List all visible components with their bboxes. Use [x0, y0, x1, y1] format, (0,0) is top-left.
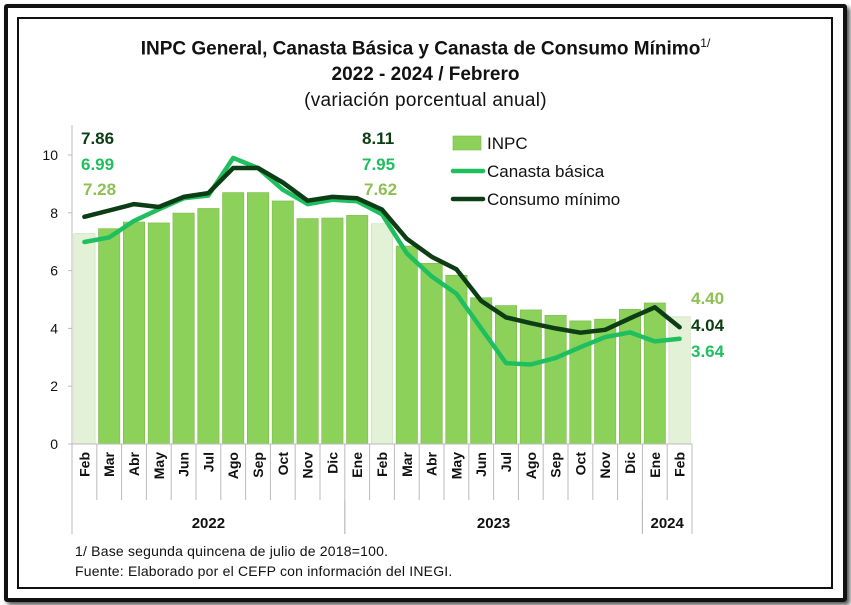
- chart-subtitle-period: 2022 - 2024 / Febrero: [331, 64, 520, 85]
- x-tick-label: Dic: [324, 452, 340, 474]
- x-tick-label: Nov: [300, 452, 316, 479]
- series-lines: [82, 155, 682, 367]
- inpc-bar: [247, 192, 269, 445]
- footnote-source: Fuente: Elaborado por el CEFP con inform…: [75, 563, 453, 579]
- x-tick-label: Dic: [622, 452, 638, 474]
- data-label: 7.95: [362, 155, 395, 174]
- chart-subtitle-units: (variación porcentual anual): [304, 90, 547, 111]
- inpc-bar: [544, 315, 567, 445]
- legend-label: Canasta básica: [487, 162, 605, 181]
- year-label: 2024: [651, 515, 685, 532]
- inpc-bar: [147, 222, 170, 445]
- x-tick-label: Sep: [548, 452, 564, 478]
- x-tick-label: Feb: [374, 452, 390, 477]
- axes: 0 2 4 6 8 10 Feb Mar Abr May Jun Jul Ago Sep Oct Nov Dic…: [42, 125, 693, 534]
- x-tick-label: Ago: [225, 452, 241, 479]
- inpc-bar: [172, 212, 195, 445]
- x-tick-label: Jul: [498, 452, 514, 472]
- year-label: 2023: [477, 515, 510, 532]
- inpc-bar: [643, 302, 666, 445]
- x-tick-label: Oct: [275, 452, 291, 476]
- x-tick-label: Feb: [76, 452, 92, 477]
- inpc-bar: [519, 309, 542, 445]
- x-tick-label: Abr: [424, 451, 440, 476]
- inpc-bar: [395, 245, 418, 445]
- x-tick-label: Ene: [349, 452, 365, 478]
- x-tick-label: Jul: [200, 452, 216, 472]
- y-tick-label: 0: [50, 436, 58, 452]
- y-tick-label: 10: [42, 147, 58, 163]
- x-tick-label: Mar: [101, 451, 117, 476]
- inpc-bar: [321, 217, 344, 445]
- data-label: 4.40: [691, 289, 724, 308]
- year-label: 2022: [192, 515, 225, 532]
- y-tick-label: 2: [50, 378, 58, 394]
- legend-label: Consumo mínimo: [487, 190, 620, 209]
- legend-swatch-inpc: [452, 135, 482, 151]
- data-label: 7.86: [81, 129, 114, 148]
- x-tick-label: Feb: [672, 452, 688, 477]
- data-label: 6.99: [81, 155, 114, 174]
- inpc-bar: [346, 215, 369, 445]
- x-tick-label: Ene: [647, 452, 663, 478]
- data-label: 4.04: [691, 316, 725, 335]
- y-tick-label: 4: [50, 320, 58, 336]
- x-tick-label: Nov: [597, 452, 613, 479]
- inpc-bar: [296, 218, 319, 445]
- inpc-bar: [222, 192, 245, 445]
- inpc-bar: [197, 208, 220, 445]
- x-tick-label: Mar: [399, 451, 415, 476]
- data-label: 3.64: [691, 342, 725, 361]
- data-label: 8.11: [362, 129, 394, 148]
- data-labels: 7.86 6.99 7.28 8.11 7.95 7.62 4.40 4.04 3.64: [81, 129, 725, 361]
- x-tick-label: Sep: [250, 452, 266, 478]
- x-tick-label: Ago: [523, 452, 539, 479]
- inpc-bar: [420, 263, 443, 445]
- x-tick-label: May: [151, 452, 167, 479]
- inpc-bar: [123, 221, 145, 445]
- y-tick-label: 8: [50, 205, 58, 221]
- x-tick-label: May: [448, 452, 464, 479]
- y-tick-label: 6: [50, 263, 58, 279]
- inpc-bar: [98, 228, 121, 445]
- outer-frame: [4, 4, 847, 602]
- x-tick-label: Jun: [473, 452, 489, 477]
- chart-title: INPC General, Canasta Básica y Canasta d…: [0, 36, 851, 60]
- footnote-base: 1/ Base segunda quincena de julio de 201…: [75, 543, 389, 559]
- inpc-bar: [668, 316, 691, 445]
- inpc-bars: [73, 192, 691, 445]
- legend: INPC Canasta básica Consumo mínimo: [450, 134, 620, 209]
- inpc-bar: [495, 305, 517, 445]
- data-label: 7.28: [83, 180, 116, 199]
- legend-label: INPC: [487, 134, 528, 153]
- data-label: 7.62: [364, 180, 397, 199]
- chart-title-text: INPC General, Canasta Básica y Canasta d…: [140, 38, 701, 60]
- consumo-minimo-line: [82, 165, 682, 335]
- inner-frame: [17, 17, 833, 589]
- x-tick-label: Jun: [176, 452, 192, 477]
- inpc-bar: [73, 233, 96, 445]
- inpc-bar: [619, 309, 641, 445]
- x-tick-label: Oct: [572, 452, 588, 476]
- inpc-bar: [271, 200, 294, 445]
- inpc-bar: [371, 223, 393, 445]
- inpc-bar: [569, 320, 592, 445]
- chart-title-footnote-mark: 1/: [700, 36, 711, 50]
- x-tick-label: Abr: [126, 451, 142, 476]
